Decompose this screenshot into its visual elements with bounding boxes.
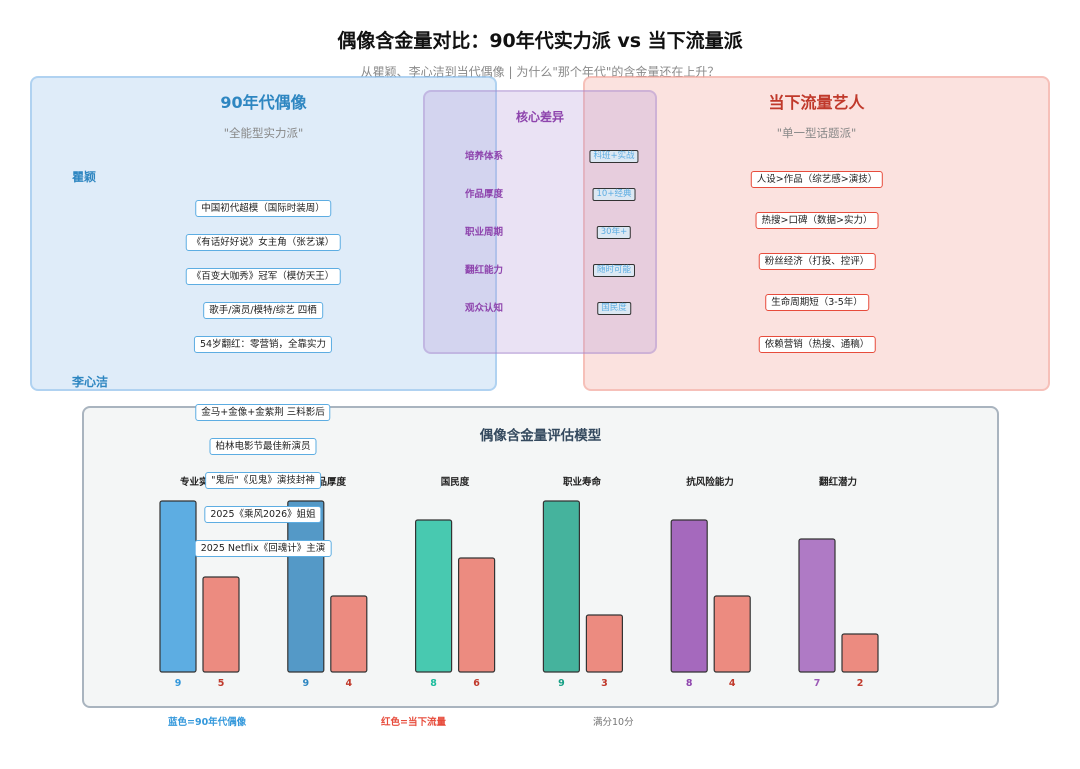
diff-value: 国民度	[597, 302, 631, 315]
achievement-tag: 柏林电影节最佳新演员	[209, 438, 317, 455]
diff-value: 科班+实战	[589, 150, 639, 163]
diff-label: 职业周期	[464, 227, 503, 238]
achievement-tag: 2025 Netflix《回魂计》主演	[194, 540, 332, 557]
diff-value: 30年+	[596, 226, 632, 239]
person-name-li-xin-jie: 李心洁	[72, 375, 109, 389]
chart-title: 偶像含金量评估模型	[479, 428, 602, 444]
trait-tag: 粉丝经济（打投、控评）	[758, 253, 876, 270]
panel-current-title: 当下流量艺人	[768, 93, 865, 112]
diff-label: 培养体系	[464, 151, 503, 162]
achievement-tag: 金马+金像+金紫荆 三料影后	[195, 404, 331, 421]
page-subtitle: 从瞿颖、李心洁到当代偶像 | 为什么"那个年代"的含金量还在上升？	[360, 65, 720, 79]
person-name-qu-ying: 瞿颖	[72, 170, 97, 184]
panel-90s-subtitle: "全能型实力派"	[223, 126, 304, 140]
achievement-tag: 中国初代超模（国际时装周）	[195, 200, 331, 217]
category-label: 职业寿命	[562, 477, 602, 488]
panel-core-title: 核心差异	[515, 110, 564, 124]
category-label: 国民度	[440, 477, 470, 488]
diff-label: 观众认知	[464, 303, 503, 314]
achievement-tag: 2025《乘风2026》姐姐	[204, 506, 322, 523]
diff-label: 翻红能力	[464, 265, 503, 276]
achievement-tag: 《百变大咖秀》冠军（模仿天王）	[185, 268, 341, 285]
page-title: 偶像含金量对比：90年代实力派 vs 当下流量派	[337, 30, 743, 52]
achievement-tag: 《有话好好说》女主角（张艺谋）	[185, 234, 341, 251]
achievement-tag: 歌手/演员/模特/综艺 四栖	[203, 302, 323, 319]
trait-tag: 热搜>口碑（数据>实力）	[755, 212, 879, 229]
category-label: 翻红潜力	[818, 477, 858, 488]
trait-tag: 人设>作品（综艺感>演技）	[750, 171, 884, 188]
panel-90s-title: 90年代偶像	[220, 93, 307, 112]
diff-value: 10+经典	[592, 188, 636, 201]
achievement-tag: 54岁翻红：零营销，全靠实力	[193, 336, 333, 353]
diff-value: 随时可能	[592, 264, 636, 277]
category-label: 作品厚度	[307, 477, 347, 488]
legend-current: 红色=当下流量	[381, 717, 446, 728]
category-label: 专业实力	[179, 477, 219, 488]
panel-current-subtitle: "单一型话题派"	[776, 126, 857, 140]
scale-note: 满分10分	[593, 717, 634, 728]
legend-90s: 蓝色=90年代偶像	[168, 717, 247, 728]
trait-tag: 依赖营销（热搜、通稿）	[758, 336, 876, 353]
category-label: 抗风险能力	[686, 477, 734, 488]
diff-label: 作品厚度	[464, 189, 503, 200]
trait-tag: 生命周期短（3-5年）	[765, 294, 869, 311]
achievement-tag: "鬼后"《见鬼》演技封神	[205, 472, 321, 489]
